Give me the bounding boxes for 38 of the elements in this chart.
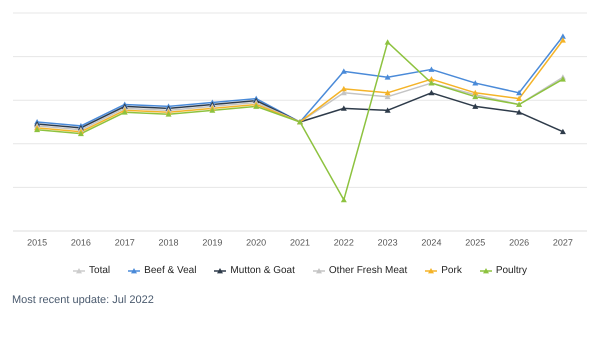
point bbox=[560, 128, 566, 134]
point bbox=[384, 107, 391, 113]
point bbox=[560, 33, 566, 39]
point bbox=[384, 90, 391, 96]
point bbox=[472, 103, 478, 109]
point bbox=[384, 39, 391, 45]
point bbox=[428, 76, 434, 82]
point bbox=[472, 80, 478, 86]
point bbox=[340, 68, 347, 74]
x-tick-label: 2019 bbox=[202, 237, 222, 248]
point bbox=[428, 66, 434, 72]
legend-label: Pork bbox=[441, 265, 462, 276]
x-tick-label: 2018 bbox=[158, 237, 179, 248]
legend-label: Beef & Veal bbox=[144, 265, 196, 276]
legend-label: Mutton & Goat bbox=[230, 265, 295, 276]
point bbox=[516, 90, 522, 96]
x-tick-label: 2021 bbox=[290, 237, 310, 248]
legend-label: Poultry bbox=[496, 265, 527, 276]
point bbox=[516, 96, 522, 102]
point bbox=[384, 74, 391, 80]
x-tick-label: 2017 bbox=[114, 237, 135, 248]
x-tick-label: 2026 bbox=[509, 237, 530, 248]
point bbox=[428, 90, 434, 96]
point bbox=[340, 196, 347, 202]
x-tick-label: 2024 bbox=[421, 237, 442, 248]
legend-label: Total bbox=[89, 265, 110, 276]
x-tick-label: 2016 bbox=[70, 237, 91, 248]
point bbox=[340, 105, 347, 111]
text: Most recent update: Jul 2022 bbox=[12, 294, 155, 306]
legend-label: Other Fresh Meat bbox=[328, 265, 408, 276]
x-tick-label: 2015 bbox=[27, 237, 48, 248]
x-tick-label: 2020 bbox=[246, 237, 266, 248]
x-tick-label: 2027 bbox=[552, 237, 573, 248]
x-tick-label: 2025 bbox=[465, 237, 486, 248]
point bbox=[516, 109, 522, 115]
x-tick-label: 2023 bbox=[378, 237, 398, 248]
x-tick-label: 2022 bbox=[334, 237, 354, 248]
point bbox=[560, 37, 566, 43]
